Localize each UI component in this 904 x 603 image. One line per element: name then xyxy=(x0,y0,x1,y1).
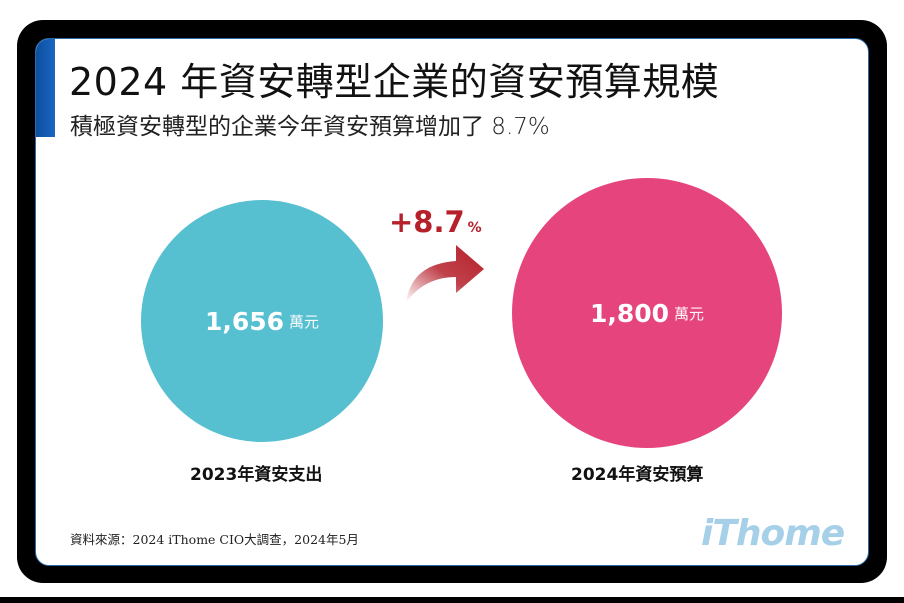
infographic-card: 2024 年資安轉型企業的資安預算規模 積極資安轉型的企業今年資安預算增加了 8… xyxy=(35,38,869,566)
label-2024: 2024年資安預算 xyxy=(571,465,704,485)
circle-2023: 1,656 萬元 xyxy=(141,200,383,442)
growth-unit: % xyxy=(467,220,482,236)
source-note: 資料來源：2024 iThome CIO大調查，2024年5月 xyxy=(70,532,359,547)
circle-2024: 1,800 萬元 xyxy=(512,178,782,448)
page-title: 2024 年資安轉型企業的資安預算規模 xyxy=(69,60,720,104)
growth-label: +8.7% xyxy=(389,205,482,239)
unit-2024: 萬元 xyxy=(674,304,705,323)
curved-arrow-icon xyxy=(406,245,484,303)
growth-value: +8.7 xyxy=(389,205,465,239)
label-2023: 2023年資安支出 xyxy=(190,465,323,485)
page-subtitle: 積極資安轉型的企業今年資安預算增加了 8.7% xyxy=(70,114,550,140)
value-2023: 1,656 xyxy=(204,306,285,336)
bottom-divider xyxy=(0,597,904,603)
ithome-logo: iThome xyxy=(701,513,845,554)
title-accent-bar xyxy=(36,39,55,137)
value-2024: 1,800 xyxy=(589,298,670,328)
unit-2023: 萬元 xyxy=(289,312,320,331)
